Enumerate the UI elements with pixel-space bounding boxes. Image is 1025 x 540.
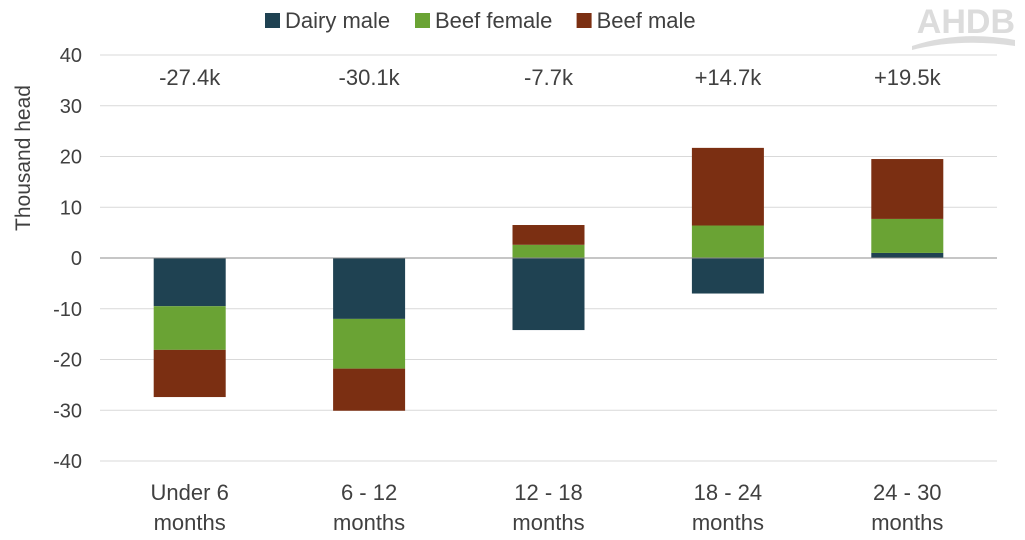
x-tick-label: months xyxy=(333,510,405,535)
y-tick-label: 0 xyxy=(71,248,82,270)
ahdb-logo: AHDB xyxy=(917,3,1015,41)
y-tick-label: -40 xyxy=(53,451,82,473)
bar-segment-beef-male xyxy=(333,368,406,411)
bar-segment-dairy-male xyxy=(691,258,764,294)
bar-segment-beef-female xyxy=(512,244,585,258)
bar-segment-beef-female xyxy=(691,225,764,258)
legend-swatch xyxy=(576,13,592,28)
bar-segment-dairy-male xyxy=(512,258,585,331)
x-tick-label: 18 - 24 xyxy=(694,480,763,505)
net-change-label: +14.7k xyxy=(695,65,763,90)
bar-segment-beef-female xyxy=(871,218,944,253)
x-tick-label: Under 6 xyxy=(151,480,229,505)
logo-swoosh-icon xyxy=(912,36,1015,50)
y-tick-label: 20 xyxy=(60,147,82,169)
bar-segment-dairy-male xyxy=(153,258,226,307)
y-tick-label: -30 xyxy=(53,400,82,422)
x-tick-label: months xyxy=(871,510,943,535)
bar-segment-dairy-male xyxy=(871,252,944,258)
bar-segment-beef-male xyxy=(871,159,944,219)
legend-label: Beef male xyxy=(597,8,696,33)
legend-swatch xyxy=(415,13,430,28)
y-tick-label: 10 xyxy=(60,197,82,219)
bar-segment-beef-female xyxy=(333,318,406,369)
x-tick-label: 6 - 12 xyxy=(341,480,397,505)
x-tick-label: 24 - 30 xyxy=(873,480,942,505)
y-tick-label: 40 xyxy=(60,45,82,67)
bar-segment-dairy-male xyxy=(333,258,406,319)
bar-segment-beef-female xyxy=(153,306,226,350)
bar-segment-beef-male xyxy=(512,225,585,245)
net-change-label: -30.1k xyxy=(339,65,401,90)
legend-label: Beef female xyxy=(435,8,552,33)
bar-segment-beef-male xyxy=(691,147,764,226)
net-change-label: -27.4k xyxy=(159,65,221,90)
x-tick-label: 12 - 18 xyxy=(514,480,583,505)
net-change-label: -7.7k xyxy=(524,65,574,90)
y-tick-label: -20 xyxy=(53,350,82,372)
legend-swatch xyxy=(265,13,280,28)
bar-segment-beef-male xyxy=(153,349,226,398)
x-tick-label: months xyxy=(512,510,584,535)
x-tick-label: months xyxy=(154,510,226,535)
y-axis-label: Thousand head xyxy=(12,85,35,231)
legend-label: Dairy male xyxy=(285,8,390,33)
y-tick-label: 30 xyxy=(60,96,82,118)
y-tick-label: -10 xyxy=(53,299,82,321)
net-change-label: +19.5k xyxy=(874,65,942,90)
x-tick-label: months xyxy=(692,510,764,535)
